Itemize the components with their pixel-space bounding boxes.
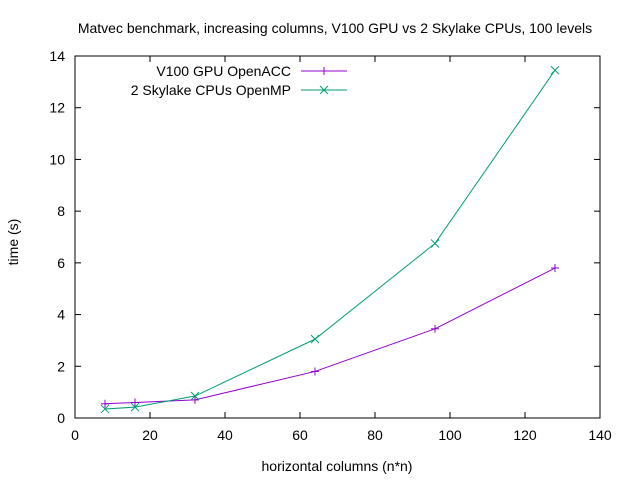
series-1	[101, 264, 559, 408]
y-tick-label: 8	[57, 203, 65, 219]
x-tick-label: 0	[71, 427, 79, 443]
legend-label: 2 Skylake CPUs OpenMP	[131, 82, 291, 98]
legend-entry: 2 Skylake CPUs OpenMP	[131, 82, 347, 98]
legend: V100 GPU OpenACC 2 Skylake CPUs OpenMP	[131, 63, 347, 98]
series-line	[104, 267, 556, 405]
data-point	[130, 402, 140, 412]
legend-marker	[319, 85, 329, 95]
chart-title: Matvec benchmark, increasing columns, V1…	[78, 20, 592, 36]
x-tick-label: 20	[142, 427, 158, 443]
y-tick-label: 12	[49, 100, 65, 116]
data-point	[101, 399, 109, 408]
y-tick-label: 14	[49, 48, 65, 64]
data-point	[131, 398, 139, 407]
series-line	[104, 69, 556, 410]
legend-marker	[320, 67, 328, 75]
data-point	[100, 404, 110, 414]
series-layer	[100, 65, 560, 414]
legend-entry: V100 GPU OpenACC	[156, 63, 347, 79]
x-tick-label: 140	[588, 427, 612, 443]
y-axis: 0 2 4 6 8 10 12 14	[49, 48, 600, 426]
data-point	[310, 334, 320, 344]
data-point	[191, 395, 199, 404]
y-tick-label: 0	[57, 410, 65, 426]
data-point	[550, 65, 560, 75]
data-point	[430, 239, 440, 248]
x-axis: 0 20 40 60 80 100 120 140	[71, 56, 612, 443]
plot-frame	[74, 55, 601, 419]
x-axis-title: horizontal columns (n*n)	[262, 458, 413, 474]
y-tick-label: 10	[49, 151, 65, 167]
data-point	[311, 367, 319, 376]
x-tick-label: 120	[513, 427, 537, 443]
x-tick-label: 40	[217, 427, 233, 443]
data-point	[431, 324, 439, 333]
x-tick-label: 60	[292, 427, 308, 443]
legend-label: V100 GPU OpenACC	[156, 63, 291, 79]
x-tick-label: 100	[438, 427, 462, 443]
y-tick-label: 2	[57, 358, 65, 374]
data-point	[190, 391, 200, 401]
y-axis-title: time (s)	[5, 219, 21, 266]
plot-border	[74, 55, 601, 419]
series-2	[100, 65, 560, 414]
y-tick-label: 4	[57, 307, 65, 323]
x-tick-label: 80	[367, 427, 383, 443]
y-tick-label: 6	[57, 255, 65, 271]
data-point	[551, 264, 559, 273]
